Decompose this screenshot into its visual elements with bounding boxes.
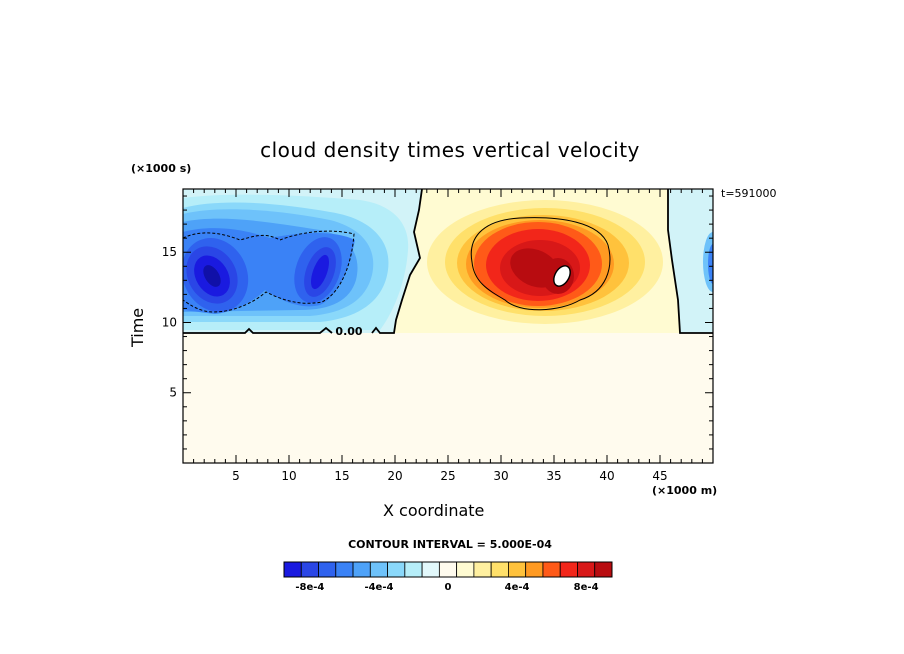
colorbar-swatch xyxy=(318,561,337,578)
colorbar-swatch xyxy=(438,561,458,578)
colorbar-swatch xyxy=(594,561,613,578)
y-tick-label: 10 xyxy=(162,315,177,329)
positive-contour xyxy=(470,217,611,311)
downdraft-rings xyxy=(183,202,389,322)
colorbar-swatch xyxy=(473,561,492,578)
colorbar-swatch xyxy=(369,561,388,578)
timestamp-label: t=591000 xyxy=(721,187,777,200)
y-tick-label: 5 xyxy=(169,386,177,400)
x-tick-label: 20 xyxy=(387,469,402,483)
contour-interval-label: CONTOUR INTERVAL = 5.000E-04 xyxy=(348,538,552,551)
colorbar-swatch xyxy=(456,561,475,578)
colorbar-swatch xyxy=(490,561,509,578)
colorbar-swatch xyxy=(404,561,423,578)
x-tick-label: 25 xyxy=(440,469,455,483)
updraft-core-patch xyxy=(553,265,571,287)
zero-contour-right xyxy=(667,189,713,334)
y-tick-label: 15 xyxy=(162,245,177,259)
colorbar: -8e-4 -4e-4 0 4e-4 8e-4 xyxy=(283,561,613,593)
x-axis-label: X coordinate xyxy=(383,501,485,520)
cloud-region-right xyxy=(668,189,713,333)
x-tick-label: 10 xyxy=(281,469,296,483)
chart-title: cloud density times vertical velocity xyxy=(260,138,640,162)
colorbar-tick-label: 8e-4 xyxy=(574,582,599,593)
colorbar-tick-label: -8e-4 xyxy=(295,582,324,593)
colorbar-tick-label: -4e-4 xyxy=(364,582,393,593)
zero-contour-label: 0.00 xyxy=(335,325,362,338)
x-tick-label: 45 xyxy=(652,469,667,483)
contour-lines xyxy=(183,189,713,334)
colorbar-swatch xyxy=(421,561,440,578)
zero-contour-left xyxy=(183,189,423,334)
colorbar-swatch xyxy=(542,561,561,578)
colorbar-swatch xyxy=(525,561,544,578)
colorbar-tick-label: 0 xyxy=(445,582,452,593)
x-axis-unit: (×1000 m) xyxy=(652,484,718,497)
downdraft-right-core xyxy=(708,244,713,284)
x-tick-label: 15 xyxy=(334,469,349,483)
colorbar-swatch xyxy=(559,561,578,578)
contour-field xyxy=(183,189,713,463)
x-tick-label: 35 xyxy=(546,469,561,483)
colorbar-swatch xyxy=(335,561,354,578)
colorbar-swatch xyxy=(352,561,371,578)
x-tick-label: 40 xyxy=(599,469,614,483)
colorbar-swatch xyxy=(577,561,596,578)
colorbar-swatch xyxy=(283,561,302,578)
x-tick-label: 5 xyxy=(232,469,240,483)
x-ticks: 5 10 15 20 25 30 35 40 45 xyxy=(193,189,703,483)
colorbar-frame xyxy=(283,561,613,578)
colorbar-swatch xyxy=(508,561,527,578)
y-ticks: 5 10 15 xyxy=(162,195,713,450)
colorbar-swatch xyxy=(387,561,406,578)
y-axis-unit: (×1000 s) xyxy=(131,162,192,175)
colorbar-swatch xyxy=(300,561,319,578)
updraft-rings xyxy=(427,200,663,324)
colorbar-tick-label: 4e-4 xyxy=(505,582,530,593)
x-tick-label: 30 xyxy=(493,469,508,483)
